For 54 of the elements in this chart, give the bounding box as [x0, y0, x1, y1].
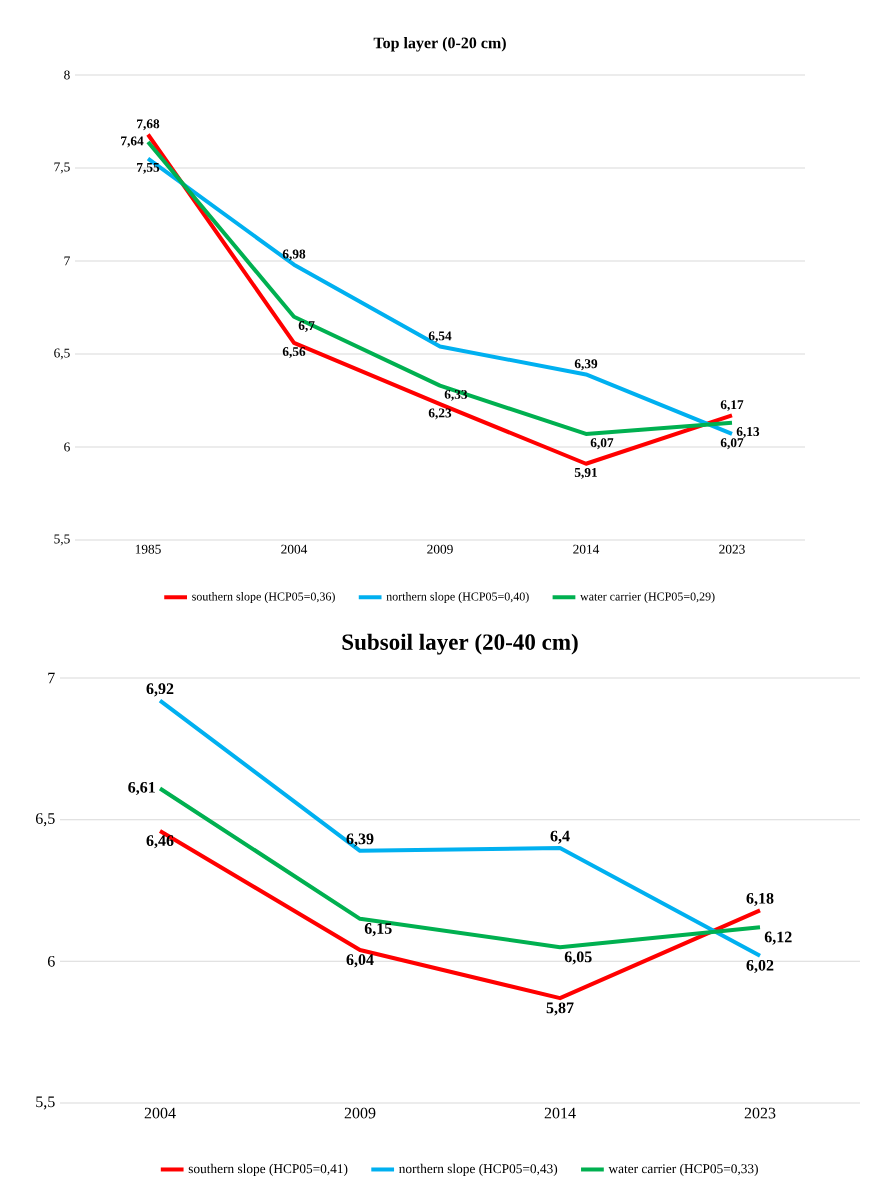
data-label: 7,64	[121, 136, 144, 148]
x-tick-label: 2009	[427, 544, 453, 554]
data-label: 7,55	[137, 162, 160, 174]
y-tick-label: 6	[47, 955, 55, 967]
y-tick-label: 7,5	[54, 162, 70, 174]
chart-title: Subsoil layer (20-40 cm)	[342, 633, 578, 655]
y-tick-label: 8	[64, 70, 70, 80]
data-label: 6,23	[428, 408, 452, 420]
data-label: 6,17	[720, 400, 744, 412]
legend-label: water carrier (HCP05=0,33)	[608, 1163, 758, 1176]
y-tick-label: 6,5	[35, 813, 55, 827]
data-label: 5,91	[574, 468, 597, 479]
data-label: 6,61	[128, 781, 155, 796]
data-label: 6,07	[590, 438, 614, 450]
legend-label: southern slope (HCP05=0,36)	[192, 592, 335, 603]
x-tick-label: 2009	[344, 1107, 376, 1119]
x-tick-label: 1985	[135, 544, 161, 554]
y-tick-label: 6	[64, 442, 70, 452]
data-label: 6,12	[764, 931, 792, 945]
data-label: 6,04	[346, 954, 374, 968]
data-label: 5,87	[546, 1002, 574, 1016]
y-tick-label: 5,5	[36, 1096, 55, 1110]
legend-label: northern slope (HCP05=0,40)	[386, 592, 529, 603]
data-label: 6,13	[736, 427, 760, 438]
y-tick-label: 7	[48, 672, 55, 684]
data-label: 6,92	[146, 683, 174, 697]
y-tick-label: 5,5	[54, 534, 70, 546]
legend-label: southern slope (HCP05=0,41)	[188, 1163, 348, 1176]
legend-label: water carrier (HCP05=0,29)	[580, 592, 715, 603]
data-label: 6,02	[746, 959, 774, 974]
y-tick-label: 6,5	[54, 348, 70, 360]
data-label: 6,39	[574, 359, 598, 371]
x-tick-label: 2014	[573, 544, 600, 554]
data-label: 6,18	[746, 892, 774, 907]
data-label: 6,05	[564, 951, 592, 965]
data-label: 7,68	[137, 119, 160, 131]
data-label: 6,56	[282, 347, 306, 358]
x-tick-label: 2023	[719, 544, 745, 554]
x-tick-label: 2014	[544, 1107, 576, 1119]
x-tick-label: 2004	[281, 544, 308, 554]
chart-title: Top layer (0-20 cm)	[373, 37, 506, 52]
data-label: 6,39	[346, 833, 374, 847]
data-label: 6,33	[444, 389, 468, 401]
x-tick-label: 2004	[144, 1107, 176, 1119]
legend-label: northern slope (HCP05=0,43)	[399, 1163, 558, 1176]
y-tick-label: 7	[64, 256, 70, 266]
data-label: 6,07	[720, 438, 744, 450]
data-label: 6,15	[364, 923, 392, 937]
data-label: 6,7	[298, 321, 315, 332]
data-label: 6,98	[282, 249, 306, 261]
data-label: 6,4	[550, 830, 570, 844]
x-tick-label: 2023	[744, 1107, 776, 1119]
data-label: 6,46	[146, 835, 174, 849]
data-label: 6,54	[428, 331, 452, 343]
